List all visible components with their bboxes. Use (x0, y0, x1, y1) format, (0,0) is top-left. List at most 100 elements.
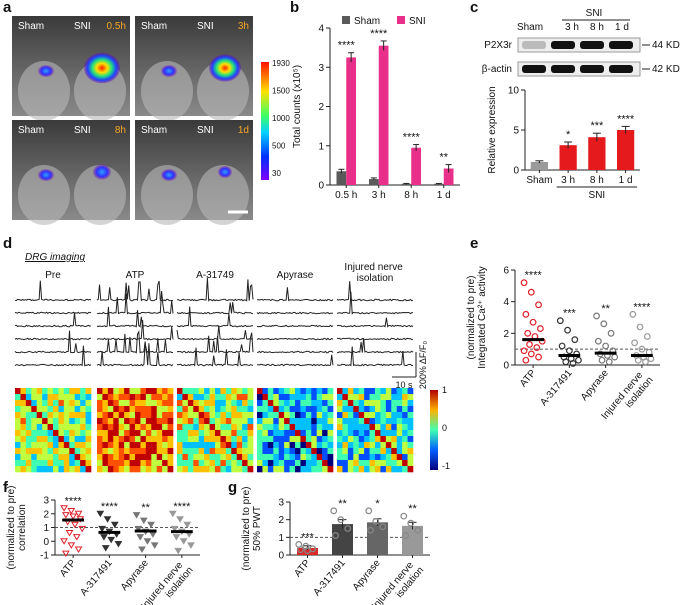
heatmap-cell (231, 406, 238, 413)
heatmap-cell (162, 436, 168, 443)
data-point (101, 545, 110, 552)
heatmap-cell (353, 460, 360, 467)
heatmap-cell (284, 454, 290, 461)
heatmap-cell (177, 418, 183, 425)
heatmap-cell (391, 460, 398, 467)
heatmap-cell (322, 466, 328, 473)
blot-band (551, 41, 575, 49)
heatmap-cell (305, 454, 312, 461)
trace (14, 311, 92, 315)
data-point (147, 521, 155, 529)
heatmap-cell (97, 394, 103, 401)
data-point (643, 333, 651, 340)
heatmap-cell (15, 430, 21, 437)
x-tick-label: ATP (58, 558, 79, 580)
heatmap-cell (402, 394, 408, 401)
heatmap-cell (209, 424, 216, 431)
data-point (527, 288, 535, 296)
heatmap-cell (145, 412, 152, 419)
significance-label: **** (403, 132, 421, 144)
heatmap-cell (289, 430, 296, 437)
heatmap-cell (198, 430, 205, 437)
legend-label: Sham (354, 16, 380, 27)
data-point (379, 523, 387, 531)
heatmap-cell (375, 460, 381, 467)
heatmap-cell (25, 424, 32, 431)
heatmap-cell (375, 424, 381, 431)
heatmap-cell (151, 454, 158, 461)
heatmap-cell (267, 466, 274, 473)
heatmap-cell (42, 442, 48, 449)
heatmap-cell (182, 406, 189, 413)
heatmap-cell (284, 418, 290, 425)
heatmap-cell (278, 454, 285, 461)
heatmap-cell (53, 436, 59, 443)
heatmap-cell (182, 430, 189, 437)
heatmap-cell (225, 430, 232, 437)
heatmap-cell (167, 406, 174, 413)
data-point (526, 341, 533, 348)
y-axis-title: (normalized to pre) (241, 487, 252, 571)
y-tick-label: 1 (278, 533, 284, 544)
heatmap-cell (385, 406, 392, 413)
heatmap-cell (358, 412, 365, 419)
heatmap-cell (220, 400, 227, 407)
trace (14, 345, 92, 367)
bar (378, 45, 389, 185)
heatmap-cell (391, 388, 398, 395)
heatmap-cell (15, 442, 21, 449)
heatmap-cell (198, 460, 205, 467)
heatmap-cell (358, 448, 365, 455)
heatmap-cell (369, 436, 376, 443)
heatmap-cell (225, 412, 232, 419)
heatmap-cell (358, 460, 365, 467)
data-point (571, 336, 579, 344)
heatmap-cell (53, 442, 59, 449)
heatmap-cell (42, 466, 48, 473)
heatmap-cell (284, 388, 290, 395)
colorbar (430, 390, 438, 470)
heatmap-cell (187, 418, 194, 425)
heatmap-cell (102, 424, 109, 431)
size-label: 42 KD (652, 64, 680, 75)
data-point (600, 320, 608, 328)
heatmap-cell (342, 436, 349, 443)
heatmap-cell (156, 460, 163, 467)
heatmap-cell (311, 454, 318, 461)
data-point (611, 353, 619, 361)
heatmap-cell (300, 436, 307, 443)
heatmap-cell (53, 454, 59, 461)
heatmap-cell (225, 418, 232, 425)
heatmap-cell (278, 412, 285, 419)
heatmap-cell (369, 454, 376, 461)
heatmap-cell (347, 460, 354, 467)
heatmap-cell (47, 454, 54, 461)
data-point (522, 310, 530, 318)
heatmap-cell (69, 424, 76, 431)
x-tick-label: 0.5 h (335, 190, 357, 201)
heatmap-cell (113, 442, 120, 449)
heatmap-cell (337, 430, 343, 437)
heatmap-cell (257, 400, 263, 407)
heatmap-cell (327, 400, 334, 407)
colorbar-tick: 1 (442, 385, 447, 395)
signal-sni (209, 54, 241, 82)
heatmap-cell (262, 412, 269, 419)
heatmap-cell (242, 466, 248, 473)
heatmap-cell (129, 394, 136, 401)
heatmap-cell (187, 400, 194, 407)
heatmap-cell (385, 394, 392, 401)
heatmap-cell (193, 424, 200, 431)
heatmap-cell (102, 442, 109, 449)
heatmap-cell (135, 466, 141, 473)
heatmap-cell (257, 406, 263, 413)
heatmap-cell (231, 400, 238, 407)
heatmap-cell (20, 418, 27, 425)
heatmap-cell (145, 418, 152, 425)
heatmap-cell (47, 418, 54, 425)
heatmap-cell (300, 412, 307, 419)
trace (176, 306, 254, 328)
data-point (69, 513, 78, 520)
data-point (148, 531, 157, 538)
heatmap-cell (97, 460, 103, 467)
